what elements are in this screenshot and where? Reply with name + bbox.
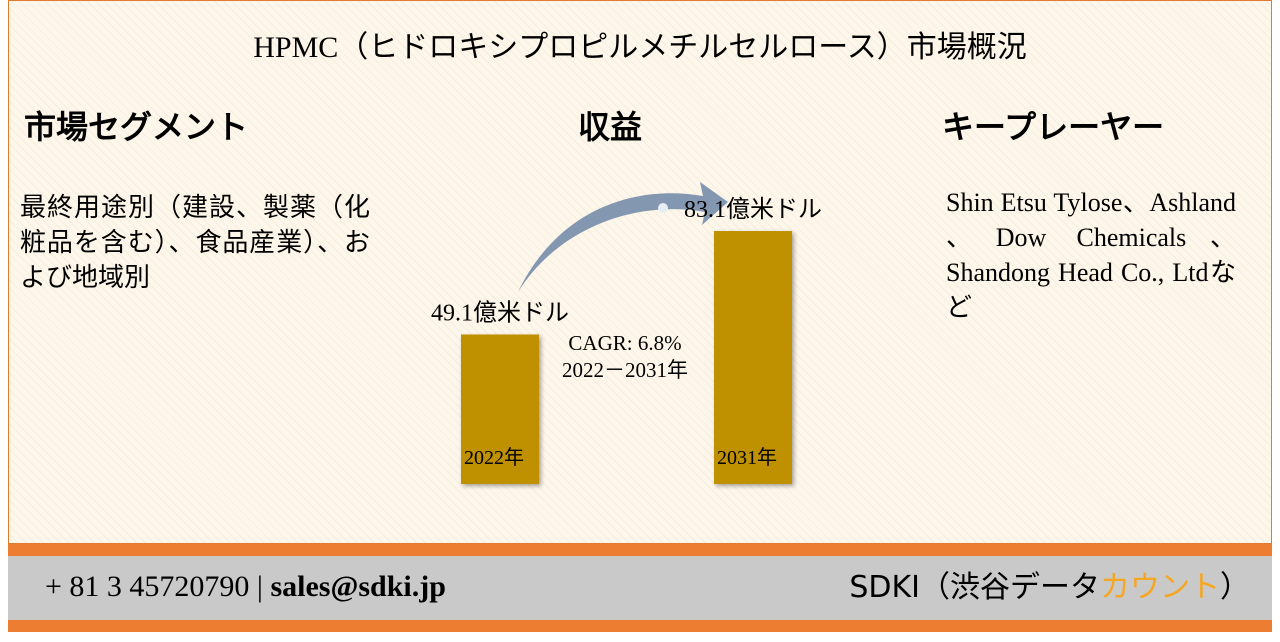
annotation: 2022－2031年 [562, 358, 688, 382]
players-heading: キープレーヤー [942, 109, 1165, 145]
segments-heading: 市場セグメント [24, 109, 249, 145]
brand-end: ） [1220, 570, 1250, 605]
contact: + 81 3 45720790 | sales@sdki.jp [45, 570, 446, 604]
brand: SDKI（渋谷データカウント） [849, 562, 1250, 606]
footer-band [8, 544, 1272, 556]
growth-arrow [518, 182, 728, 292]
annotation: CAGR: 6.8% [568, 331, 681, 355]
title: HPMC（ヒドロキシプロピルメチルセルロース）市場概況 [253, 31, 1027, 64]
phone: + 81 3 45720790 [45, 570, 250, 603]
value-label: 49.1億米ドル [431, 300, 569, 327]
panel [8, 0, 1272, 544]
revenue-heading: 収益 [578, 109, 643, 145]
category-label: 2022年 [464, 446, 524, 469]
value-label: 83.1億米ドル [684, 196, 822, 223]
bar [714, 231, 792, 484]
brand-highlight: カウント [1100, 570, 1220, 605]
arrow-dot [658, 203, 668, 213]
segments-text: 最終用途別（建設、製薬（化粧品を含む）、食品産業）、および地域別 [20, 193, 370, 292]
separator: | [256, 570, 263, 603]
footer [8, 556, 1272, 620]
bar [461, 334, 539, 484]
chart: 2022年 49.1億米ドル 2031年 83.1億米ドル CAGR: 6.8% 2022… [431, 182, 822, 484]
email[interactable]: sales@sdki.jp [270, 570, 446, 603]
players-text: Shin Etsu Tylose、Ashland 、Dow Chemicals、… [946, 188, 1236, 322]
footer-band [8, 620, 1272, 632]
brand-name: SDKI（渋谷データ [849, 570, 1100, 605]
category-label: 2031年 [717, 446, 777, 469]
